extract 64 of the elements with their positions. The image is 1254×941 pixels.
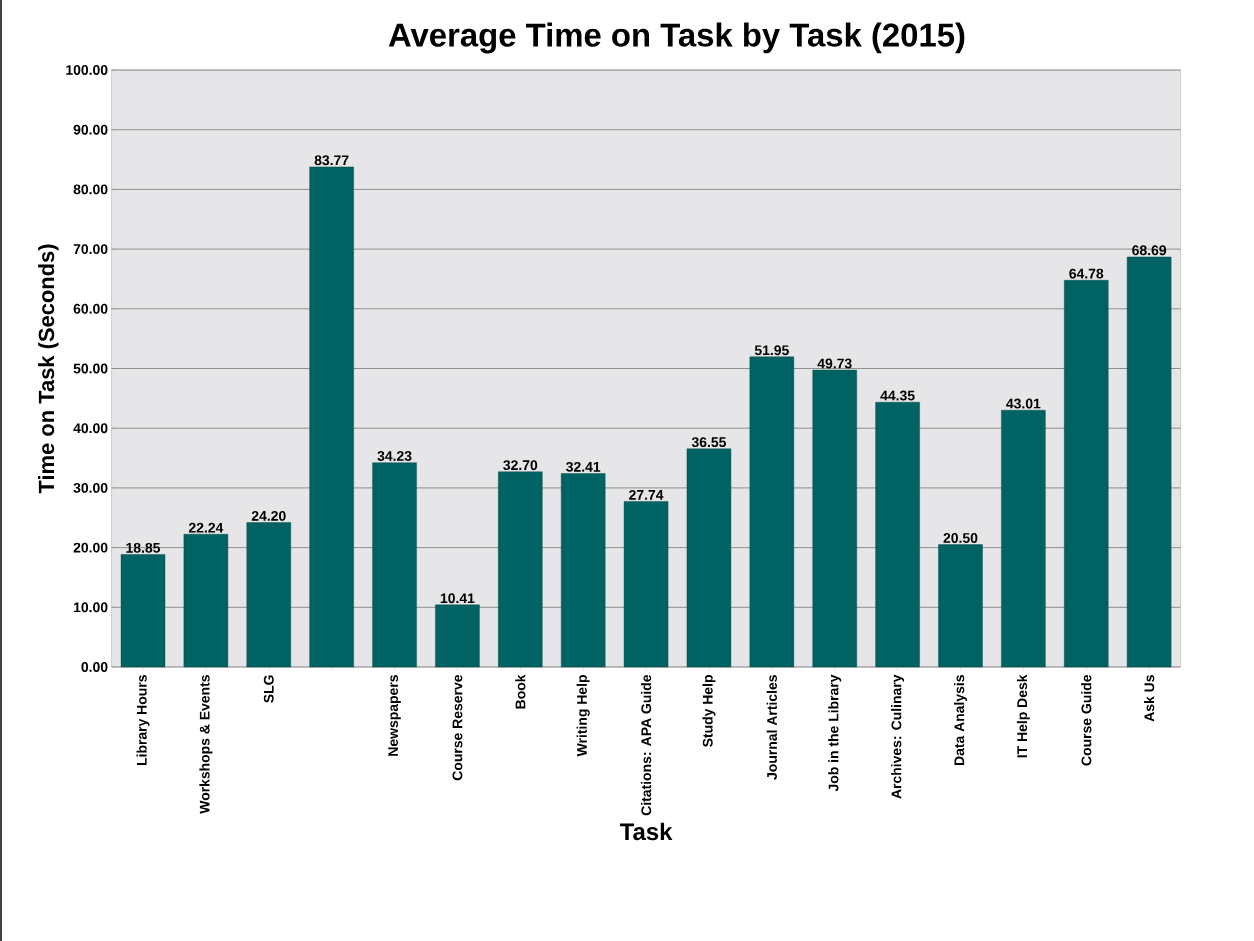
y-tick-label: 40.00 [73,423,108,434]
chart-title: Average Time on Task by Task (2015) [388,22,965,54]
y-axis-title: Time on Task (Seconds) [38,244,59,494]
y-tick-label: 80.00 [73,184,108,195]
data-label: 24.20 [251,510,286,521]
data-label: 18.85 [126,542,161,553]
y-tick-label: 50.00 [73,363,108,374]
data-label: 27.74 [629,489,664,500]
data-label: 64.78 [1069,268,1104,279]
bar [560,473,606,668]
bar [1064,280,1109,668]
x-tick-label: Course Reserve [452,675,463,781]
x-tick-label: Ask Us [1144,675,1155,722]
bar [875,402,920,668]
data-label: 32.41 [566,461,601,472]
y-tick-label: 0.00 [81,662,108,672]
bar [498,471,543,668]
bar [246,522,291,668]
bar [435,604,480,668]
bar [309,166,354,668]
x-tick-label: Job in the Library [828,674,842,792]
bar [372,462,417,668]
bar [623,501,669,668]
x-tick-label: IT Help Desk [1016,674,1030,758]
x-tick-label: Archives: Culinary [891,674,905,799]
bar [749,356,795,668]
bar [183,534,229,668]
data-label: 20.50 [943,533,978,543]
bar [938,544,983,668]
bar [1126,256,1172,668]
x-tick-label: Data Analysis [953,675,967,766]
x-tick-label: Book [515,674,526,709]
x-tick-label: Citations: APA Guide [640,674,652,816]
bar [1001,410,1046,668]
x-tick-label: Library Hours [136,675,150,766]
y-tick-label: 30.00 [73,482,108,493]
data-label: 22.24 [188,522,224,533]
y-tick-label: 100.00 [66,65,108,75]
data-label: 49.73 [817,358,852,369]
data-label: 44.35 [880,390,915,401]
data-label: 43.01 [1006,398,1041,409]
data-label: 10.41 [440,593,475,604]
x-tick-label: Journal Articles [766,675,777,780]
bar [120,554,166,668]
bar [686,448,732,668]
y-tick-label: 10.00 [74,602,108,613]
y-tick-label: 20.00 [73,542,108,553]
y-tick-label: 70.00 [73,244,108,255]
x-tick-label: Study Help [702,675,716,747]
bar [812,369,857,668]
x-tick-label: Workshops & Events [199,675,213,814]
x-axis-title: Task [619,822,673,841]
y-tick-label: 60.00 [73,303,108,314]
x-tick-label: SLG [263,675,274,703]
y-tick-label: 90.00 [73,124,108,135]
data-label: 36.55 [691,437,727,448]
x-tick-label: Newspapers [388,675,401,756]
data-label: 32.70 [503,460,538,471]
data-label: 51.95 [754,345,789,356]
data-label: 68.69 [1132,245,1167,256]
data-label: 34.23 [377,451,412,461]
data-label: 83.77 [314,155,349,166]
x-tick-label: Writing Help [576,675,590,757]
x-tick-label: Course Guide [1081,675,1092,766]
